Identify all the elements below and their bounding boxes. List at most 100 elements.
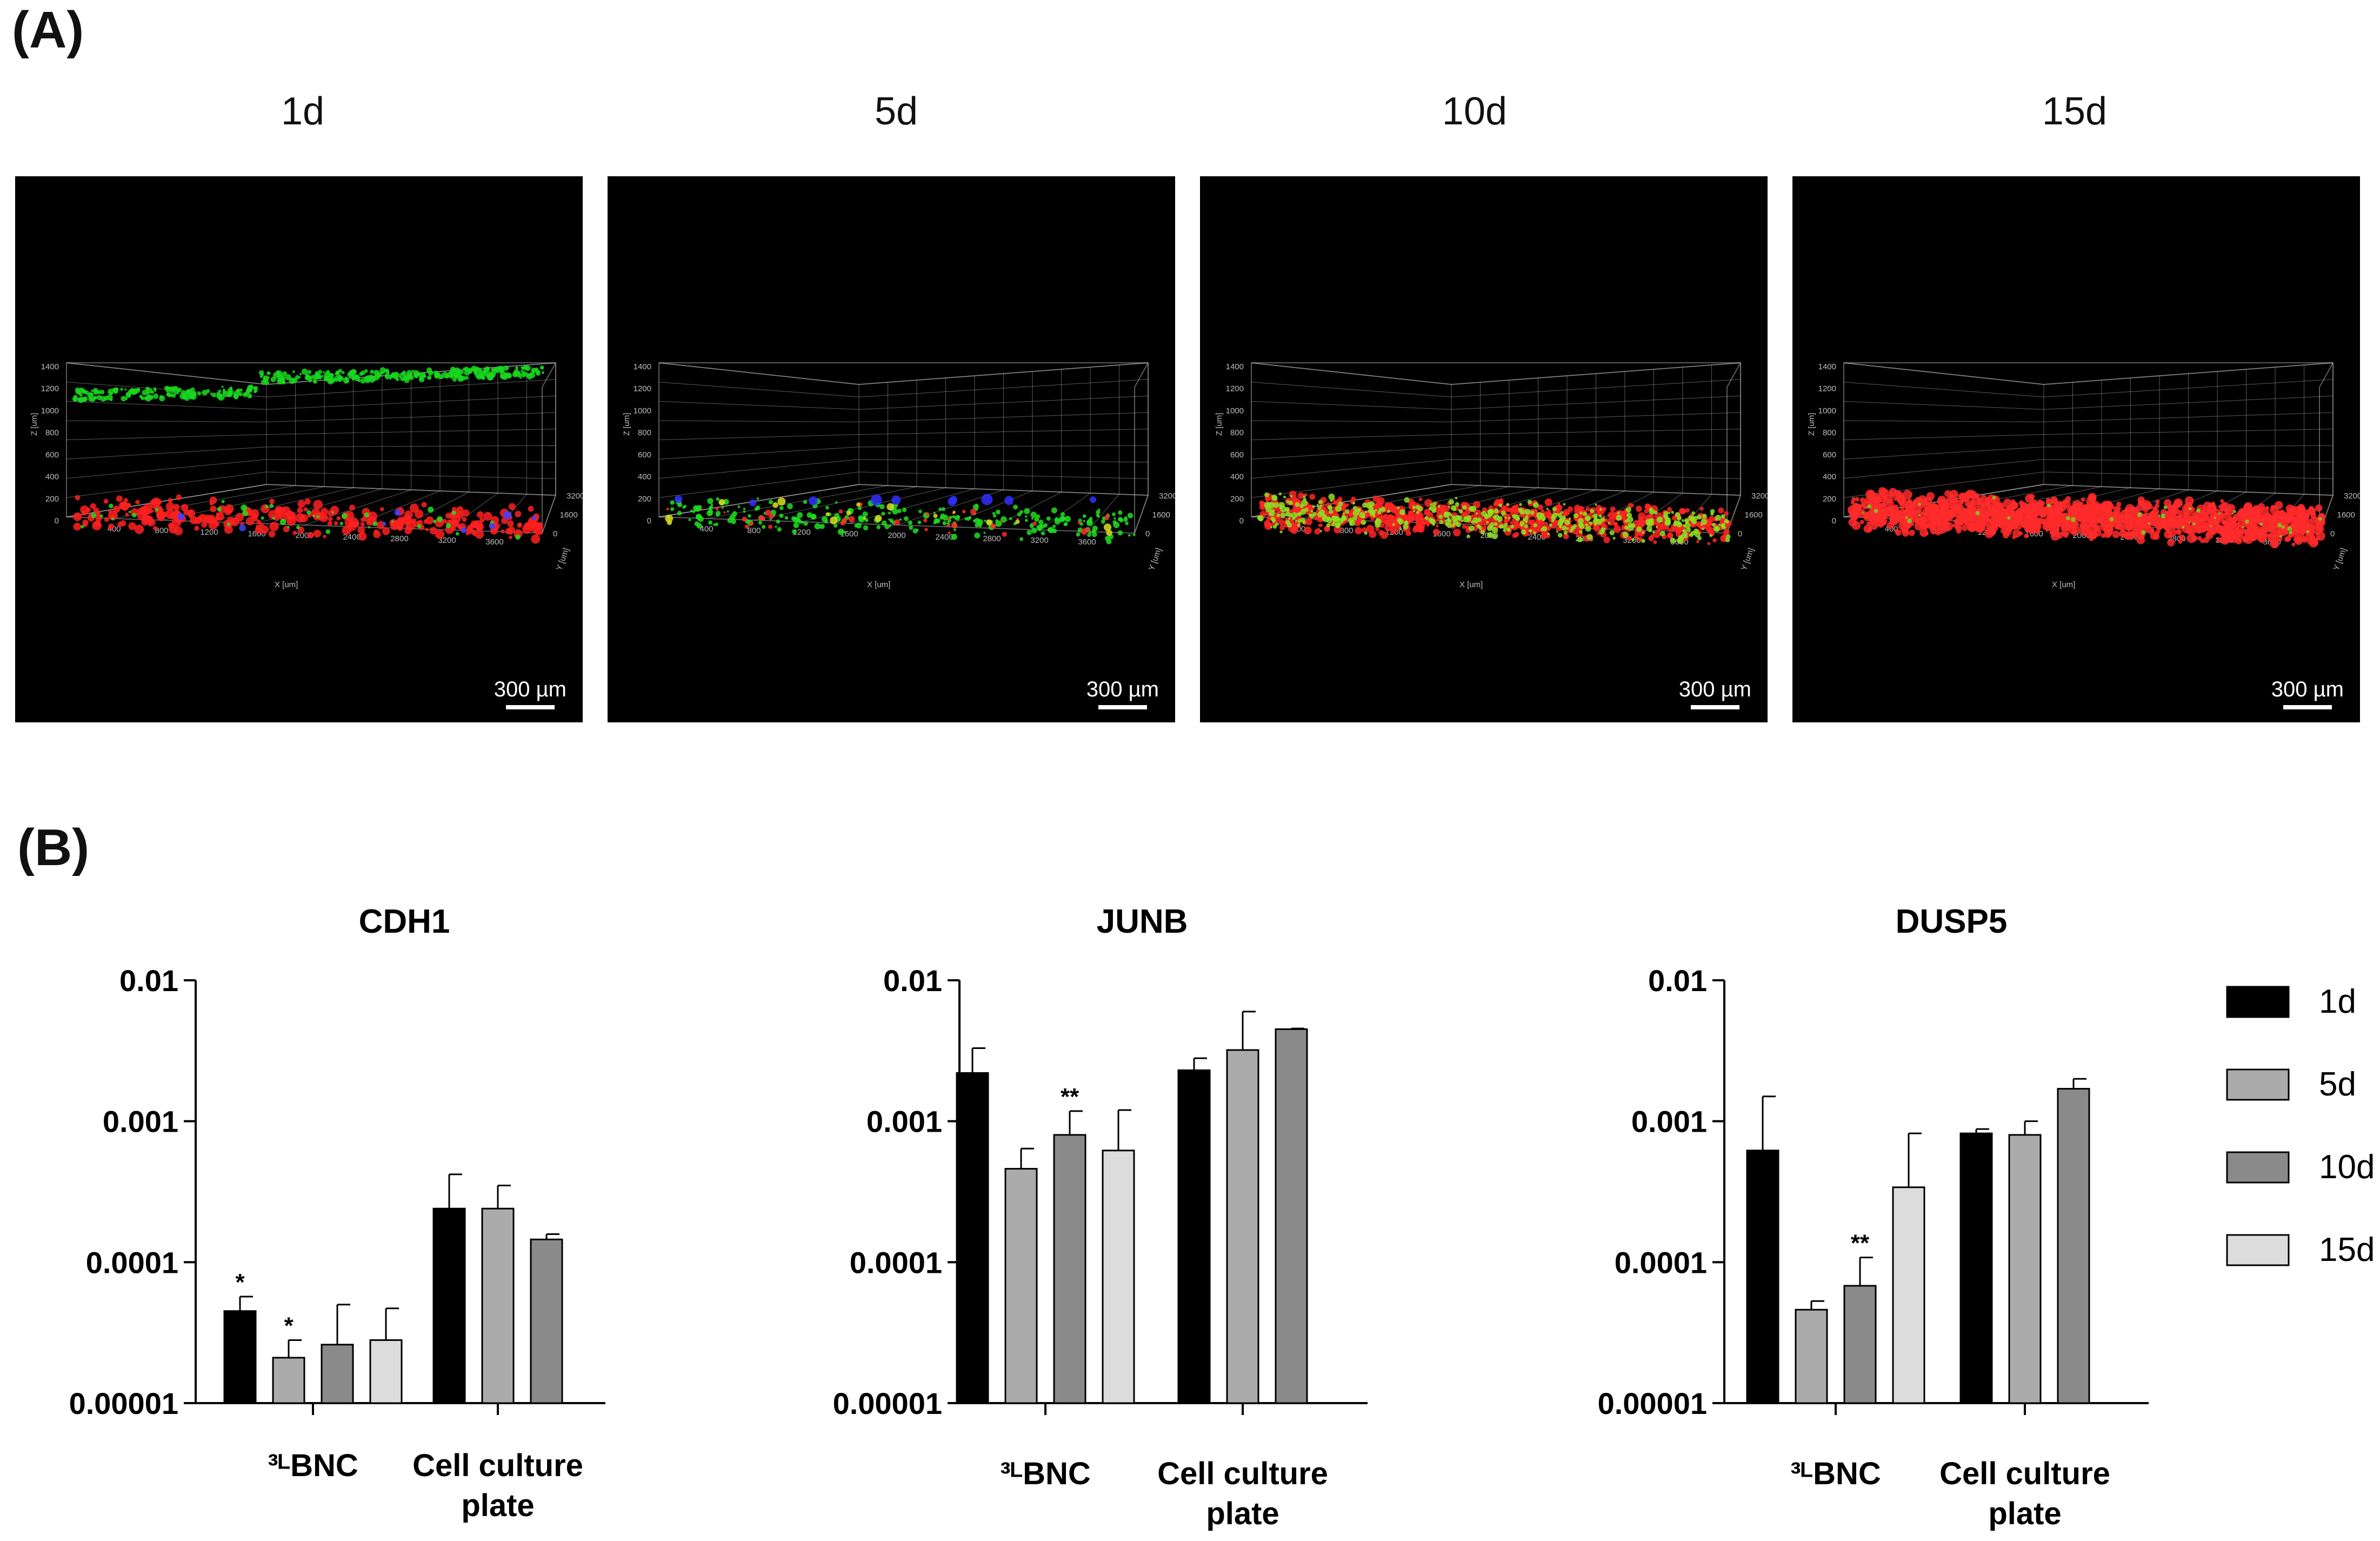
y-tick-label: 0.01 [883, 964, 942, 998]
z-tick: 400 [1823, 473, 1836, 482]
significance-mark: * [284, 1312, 294, 1339]
legend-swatch-10d [2226, 1151, 2290, 1184]
category-label: plate [461, 1488, 534, 1523]
z-tick: 0 [647, 516, 651, 526]
category-label: Cell culture [1157, 1456, 1328, 1491]
z-tick: 1200 [634, 384, 651, 394]
x-tick: 2400 [935, 533, 953, 542]
scale-bar-label: 300 µm [2271, 677, 2344, 701]
bar-15d-cat0 [1102, 1150, 1135, 1404]
bar-1d-cat0 [1746, 1150, 1779, 1404]
time-label-10d: 10d [1442, 90, 1508, 133]
y-tick-label: 0.0001 [86, 1245, 178, 1279]
chart-title: JUNB [1097, 903, 1188, 940]
time-label-15d: 15d [2042, 90, 2108, 133]
z-tick: 800 [638, 428, 651, 437]
x-tick: 400 [699, 524, 713, 534]
z-tick: 1000 [41, 406, 59, 415]
stage-15d: 0200400600800100012001400400800120016002… [1807, 362, 2360, 589]
bar-10d-cat0 [321, 1344, 354, 1404]
microscopy-image-5d: 0 200 400 600 800 1000 1200 1400 400 800 1200 1600 2… [608, 176, 1175, 722]
z-tick: 600 [45, 450, 59, 460]
bar-5d-cat1 [2008, 1134, 2042, 1404]
z-axis-label: Z [um] [1807, 413, 1816, 436]
significance-mark: * [235, 1269, 245, 1296]
cell-signal [1257, 490, 1732, 546]
y-tick: 3200 [1751, 491, 1768, 501]
z-tick: 0 [55, 516, 59, 526]
scale-bar-label: 300 µm [494, 677, 566, 701]
x-tick: 800 [155, 526, 168, 535]
x-tick: 3600 [1078, 537, 1096, 547]
x-tick: 2000 [888, 531, 905, 540]
x-tick: 800 [1339, 526, 1353, 535]
z-tick: 600 [1823, 450, 1836, 460]
z-tick: 1400 [1818, 362, 1836, 371]
y-tick-label: 0.001 [1631, 1105, 1707, 1139]
z-tick: 800 [1823, 428, 1836, 437]
scale-bar: 300 µm [1679, 677, 1751, 709]
cell-signal [1848, 487, 2326, 549]
microscopy-image-10d: 0200400600800100012001400400800120016002… [1200, 176, 1768, 722]
z-tick: 1000 [1818, 406, 1836, 415]
cell-signal [665, 494, 1136, 544]
y-tick: 0 [1738, 529, 1742, 539]
z-tick: 200 [1230, 494, 1244, 503]
z-tick: 1200 [1818, 384, 1836, 394]
significance-mark: ** [1851, 1230, 1870, 1257]
category-label: ³ᴸBNC [268, 1448, 358, 1483]
microscopy-image-15d: 0200400600800100012001400400800120016002… [1792, 176, 2360, 722]
legend-swatch-15d [2226, 1234, 2290, 1266]
y-tick: 3200 [2344, 491, 2360, 501]
z-tick: 400 [1230, 473, 1244, 482]
category-label: ³ᴸBNC [1000, 1456, 1091, 1491]
y-tick: 1600 [2337, 510, 2355, 520]
category-label: Cell culture [412, 1448, 583, 1483]
panel-a-label: (A) [12, 1, 84, 59]
bar-10d-cat1 [530, 1238, 563, 1404]
x-axis-label: X [um] [867, 580, 890, 589]
z-tick: 1400 [634, 362, 651, 371]
bar-1d-cat0 [956, 1072, 989, 1404]
bar-5d-cat0 [272, 1357, 305, 1404]
z-tick: 800 [1230, 428, 1244, 437]
y-tick-label: 0.00001 [69, 1386, 178, 1420]
z-tick: 1400 [1226, 362, 1244, 371]
chart-title: DUSP5 [1896, 903, 2008, 940]
cell-signal [72, 364, 544, 544]
bar-15d-cat0 [369, 1339, 403, 1404]
x-axis-label: X [um] [2052, 580, 2075, 589]
y-tick: 3200 [1159, 491, 1175, 501]
z-axis-label: Z [um] [30, 413, 39, 436]
z-tick: 600 [638, 450, 651, 460]
z-tick: 0 [1239, 516, 1244, 526]
z-axis-label: Z [um] [622, 413, 631, 436]
z-tick: 1000 [1226, 406, 1244, 415]
y-tick: 1600 [1745, 510, 1763, 520]
x-tick: 1200 [792, 528, 810, 537]
stage-5d: 0 200 400 600 800 1000 1200 1400 400 800 1200 1600 2… [622, 362, 1175, 589]
scale-bar: 300 µm [2271, 677, 2344, 709]
z-tick: 0 [1832, 516, 1836, 526]
x-tick: 3200 [1030, 536, 1048, 545]
z-tick: 600 [1230, 450, 1244, 460]
bar-1d-cat1 [1177, 1069, 1211, 1404]
panel-b-label: (B) [17, 819, 90, 876]
z-tick: 1200 [1226, 384, 1244, 394]
z-tick: 400 [638, 473, 651, 482]
legend-swatch-1d [2226, 986, 2290, 1018]
legend-swatch-5d [2226, 1068, 2290, 1101]
chart-junb: JUNB 0.01 0.001 0.0001 0.00001 ³ᴸBNC Cell cult… [833, 903, 1368, 1531]
category-label: ³ᴸBNC [1790, 1456, 1881, 1491]
bar-1d-cat1 [432, 1207, 466, 1404]
bar-5d-cat1 [481, 1207, 515, 1404]
category-label: plate [1988, 1496, 2061, 1531]
x-axis-label: X [um] [1459, 580, 1483, 589]
legend-label-10d: 10d [2319, 1148, 2375, 1186]
z-tick: 800 [45, 428, 59, 437]
z-tick: 1400 [41, 362, 59, 371]
x-axis-label: X [um] [275, 580, 298, 589]
x-tick: 1200 [200, 528, 218, 537]
